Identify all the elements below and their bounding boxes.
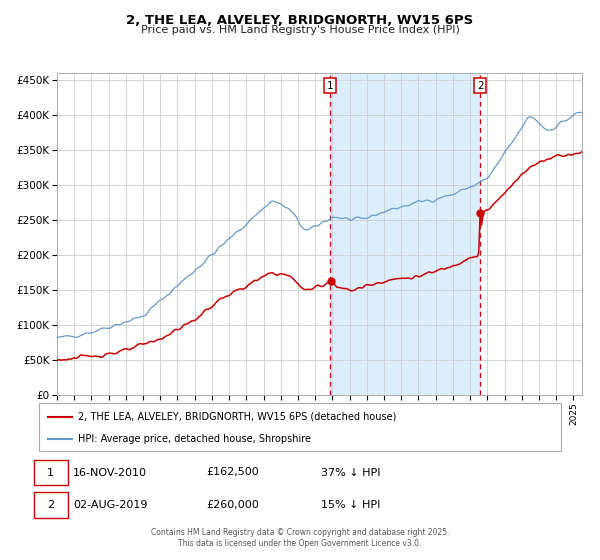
Text: 16-NOV-2010: 16-NOV-2010 [73, 468, 147, 478]
Bar [330, 73, 480, 395]
Text: 1: 1 [47, 468, 54, 478]
FancyBboxPatch shape [34, 460, 68, 486]
Text: 2: 2 [47, 500, 55, 510]
Text: HPI: Average price, detached house, Shropshire: HPI: Average price, detached house, Shro… [78, 434, 311, 444]
Text: 2: 2 [477, 81, 484, 91]
Text: 2, THE LEA, ALVELEY, BRIDGNORTH, WV15 6PS: 2, THE LEA, ALVELEY, BRIDGNORTH, WV15 6P… [127, 14, 473, 27]
Text: £162,500: £162,500 [206, 468, 259, 478]
Text: 15% ↓ HPI: 15% ↓ HPI [321, 500, 380, 510]
Text: 2, THE LEA, ALVELEY, BRIDGNORTH, WV15 6PS (detached house): 2, THE LEA, ALVELEY, BRIDGNORTH, WV15 6P… [78, 412, 397, 422]
FancyBboxPatch shape [39, 403, 561, 451]
Text: 1: 1 [327, 81, 334, 91]
Text: Contains HM Land Registry data © Crown copyright and database right 2025.
This d: Contains HM Land Registry data © Crown c… [151, 528, 449, 548]
Text: £260,000: £260,000 [206, 500, 259, 510]
Text: Price paid vs. HM Land Registry's House Price Index (HPI): Price paid vs. HM Land Registry's House … [140, 25, 460, 35]
Text: 02-AUG-2019: 02-AUG-2019 [73, 500, 148, 510]
Text: 37% ↓ HPI: 37% ↓ HPI [321, 468, 380, 478]
FancyBboxPatch shape [34, 492, 68, 517]
